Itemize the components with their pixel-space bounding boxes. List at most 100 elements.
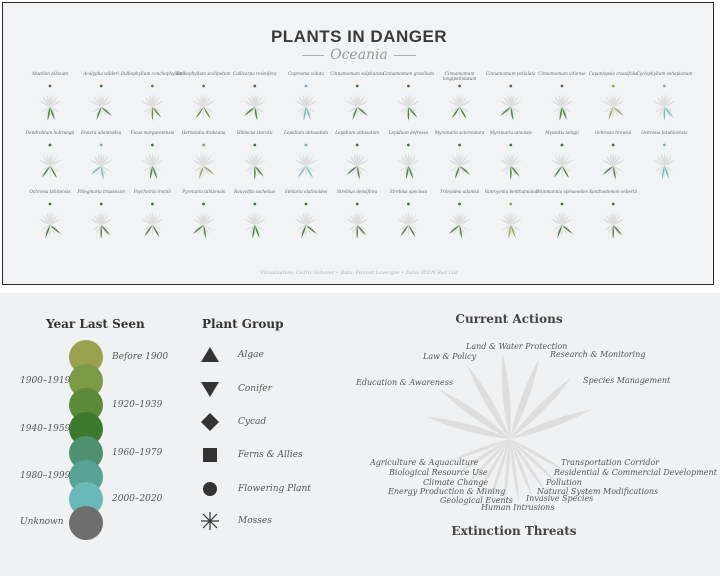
plant-group-marker [253, 143, 257, 147]
plant-glyph [294, 84, 318, 121]
plant-glyph [141, 84, 164, 121]
label-1940-1959: 1940–1959 [20, 424, 71, 434]
plant-glyph [448, 84, 471, 120]
label-1920-1939: 1920–1939 [112, 400, 163, 410]
plant-name-label: Hibiscus storckii [236, 130, 273, 135]
plant-name-label: Pyrenaria tahitensis [182, 189, 225, 194]
plant-group-marker [509, 84, 513, 88]
plant-glyph [397, 84, 420, 121]
plant-glyph [499, 84, 523, 121]
plant-name-label: Rauvolfia sachetiae [234, 189, 276, 194]
plant-glyph [448, 202, 471, 239]
algae-triangle-icon [201, 347, 219, 362]
plant-group-marker [304, 84, 308, 88]
plant-group-marker [48, 143, 52, 147]
plant-glyph [141, 143, 164, 180]
plant-glyph [499, 202, 523, 239]
plant-group-marker [99, 202, 103, 206]
plant-group-marker [202, 202, 206, 206]
main-title: PLANTS IN DANGER [270, 27, 448, 46]
plant-glyph [653, 143, 676, 180]
plant-glyph [141, 202, 164, 238]
plant-group-marker [611, 202, 615, 206]
plant-glyph [38, 84, 62, 121]
plant-name-label: Cinnamomum vitiense [538, 71, 586, 76]
plant-group-marker [611, 143, 615, 147]
plant-glyph [294, 143, 318, 179]
plant-glyph [192, 143, 215, 180]
plant-group-marker [304, 202, 308, 206]
label-2000-2020: 2000–2020 [112, 494, 163, 504]
plant-group-marker [304, 143, 308, 147]
group-label-ferns: Ferns & Allies [238, 450, 303, 460]
plant-group-marker [407, 202, 410, 206]
threat-label-human: Human Intrusions [481, 503, 555, 512]
plant-group-marker [355, 202, 359, 206]
conifer-triangle-down-icon [201, 382, 219, 397]
plant-name-label: Ochrosia brownii [594, 130, 632, 135]
plant-group-marker [253, 202, 257, 206]
threat-label-energy: Energy Production & Mining [388, 487, 506, 496]
title-dash-right [393, 54, 416, 56]
plant-glyph [243, 143, 267, 180]
plant-glyph [89, 143, 113, 180]
plant-name-label: Cinnamomum gracilium [382, 71, 434, 76]
label-1900-1919: 1900–1919 [20, 376, 71, 386]
plant-group-marker [202, 143, 206, 147]
plant-group-marker [407, 84, 410, 88]
plant-glyph [550, 143, 574, 179]
plant-name-label: Ochrosia tahitensis [29, 189, 71, 194]
actions-title: Current Actions [455, 312, 563, 326]
plant-name-label: Lepidium obtusatum [284, 130, 328, 135]
threat-label-transportation: Transportation Corridor [561, 458, 660, 467]
plants-grid-panel: PLANTS IN DANGER Oceania Abutilon pilosu… [2, 2, 714, 285]
plant-group-marker [99, 143, 103, 147]
label-1960-1979: 1960–1979 [112, 448, 163, 458]
plant-name-label: Stellaria elatinoides [284, 189, 328, 194]
group-legend-title: Plant Group [202, 317, 284, 331]
plant-name-label: Phlegmaria brassicum [77, 189, 125, 194]
threat-label-geological: Geological Events [440, 496, 513, 505]
sub-title: Oceania [3, 47, 715, 63]
threat-label-natural-system: Natural System Modifications [537, 487, 659, 496]
plant-name-label: Cyclophyllum sehapianum [636, 71, 693, 76]
plant-name-label: Psychotria irwinii [133, 189, 172, 194]
mosses-asterisk-icon [201, 512, 219, 530]
action-label-research: Research & Monitoring [550, 350, 646, 359]
plant-name-label: Trilepidea adamsii [439, 189, 480, 194]
plant-name-label: Weinmannia spiraeoides [536, 189, 588, 194]
plant-group-marker [407, 143, 410, 147]
radial-legend-glyph [426, 353, 591, 503]
flowering-circle-icon [203, 482, 217, 496]
plant-name-label: Myosotis laingii [545, 130, 579, 135]
plant-name-label: Acalypha wilderi [83, 71, 119, 76]
plant-group-marker [458, 143, 461, 147]
label-before-1900: Before 1900 [112, 352, 169, 362]
group-label-flowering: Flowering Plant [238, 484, 311, 494]
group-label-conifer: Conifer [238, 384, 272, 394]
action-label-species-mgmt: Species Management [583, 376, 671, 385]
plant-group-marker [99, 84, 103, 88]
plant-group-marker [560, 143, 564, 147]
label-unknown: Unknown [20, 517, 64, 527]
threat-label-invasive: Invasive Species [526, 494, 594, 503]
plant-group-marker [48, 84, 52, 88]
plant-glyph [294, 202, 318, 239]
subtitle-text: Oceania [330, 47, 388, 63]
group-label-mosses: Mosses [238, 516, 272, 526]
plant-group-marker [151, 143, 154, 147]
plant-glyph [243, 84, 267, 121]
plant-glyph-grid [38, 84, 676, 239]
plant-group-marker [663, 143, 666, 147]
plant-glyph [499, 143, 523, 180]
title-dash-left [302, 54, 325, 56]
plant-name-label: Cinnamomum longipetiolatum [442, 71, 477, 81]
plant-group-marker [355, 143, 359, 147]
plant-glyph [38, 202, 62, 239]
plant-name-label: Ficus margaretensis [130, 130, 175, 135]
plant-name-label: Ochrosia fatuhivensis [641, 130, 688, 135]
action-label-education: Education & Awareness [356, 378, 454, 387]
plant-glyph [550, 84, 574, 121]
plant-group-marker [663, 84, 666, 88]
plant-glyph [397, 143, 420, 180]
